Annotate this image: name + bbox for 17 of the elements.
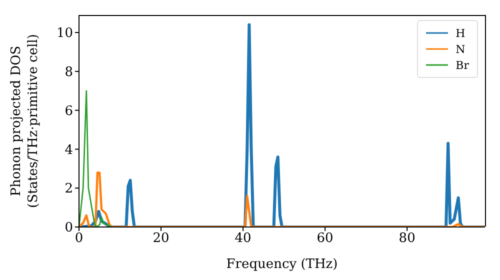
y-tick-label: 2	[64, 182, 73, 197]
y-tick-label: 8	[64, 65, 73, 80]
x-tick-label: 20	[152, 231, 170, 246]
line-series	[79, 90, 113, 227]
y-tick-label: 10	[56, 26, 73, 42]
y-tick-label: 6	[64, 104, 73, 119]
legend-label: Br	[456, 58, 469, 72]
legend-label: N	[456, 42, 466, 56]
x-tick-label: 0	[74, 231, 84, 246]
x-axis-title: Frequency (THz)	[226, 257, 338, 272]
x-tick-label: 60	[316, 231, 334, 246]
y-axis-title: Phonon projected DOS (States/THz·primitive cell)	[9, 34, 41, 208]
legend-label: H	[456, 26, 466, 40]
y-tick-label: 4	[64, 142, 73, 158]
y-tick-label: 0	[64, 220, 73, 236]
x-tick-label: 80	[398, 231, 416, 246]
x-tick-label: 40	[234, 231, 252, 246]
